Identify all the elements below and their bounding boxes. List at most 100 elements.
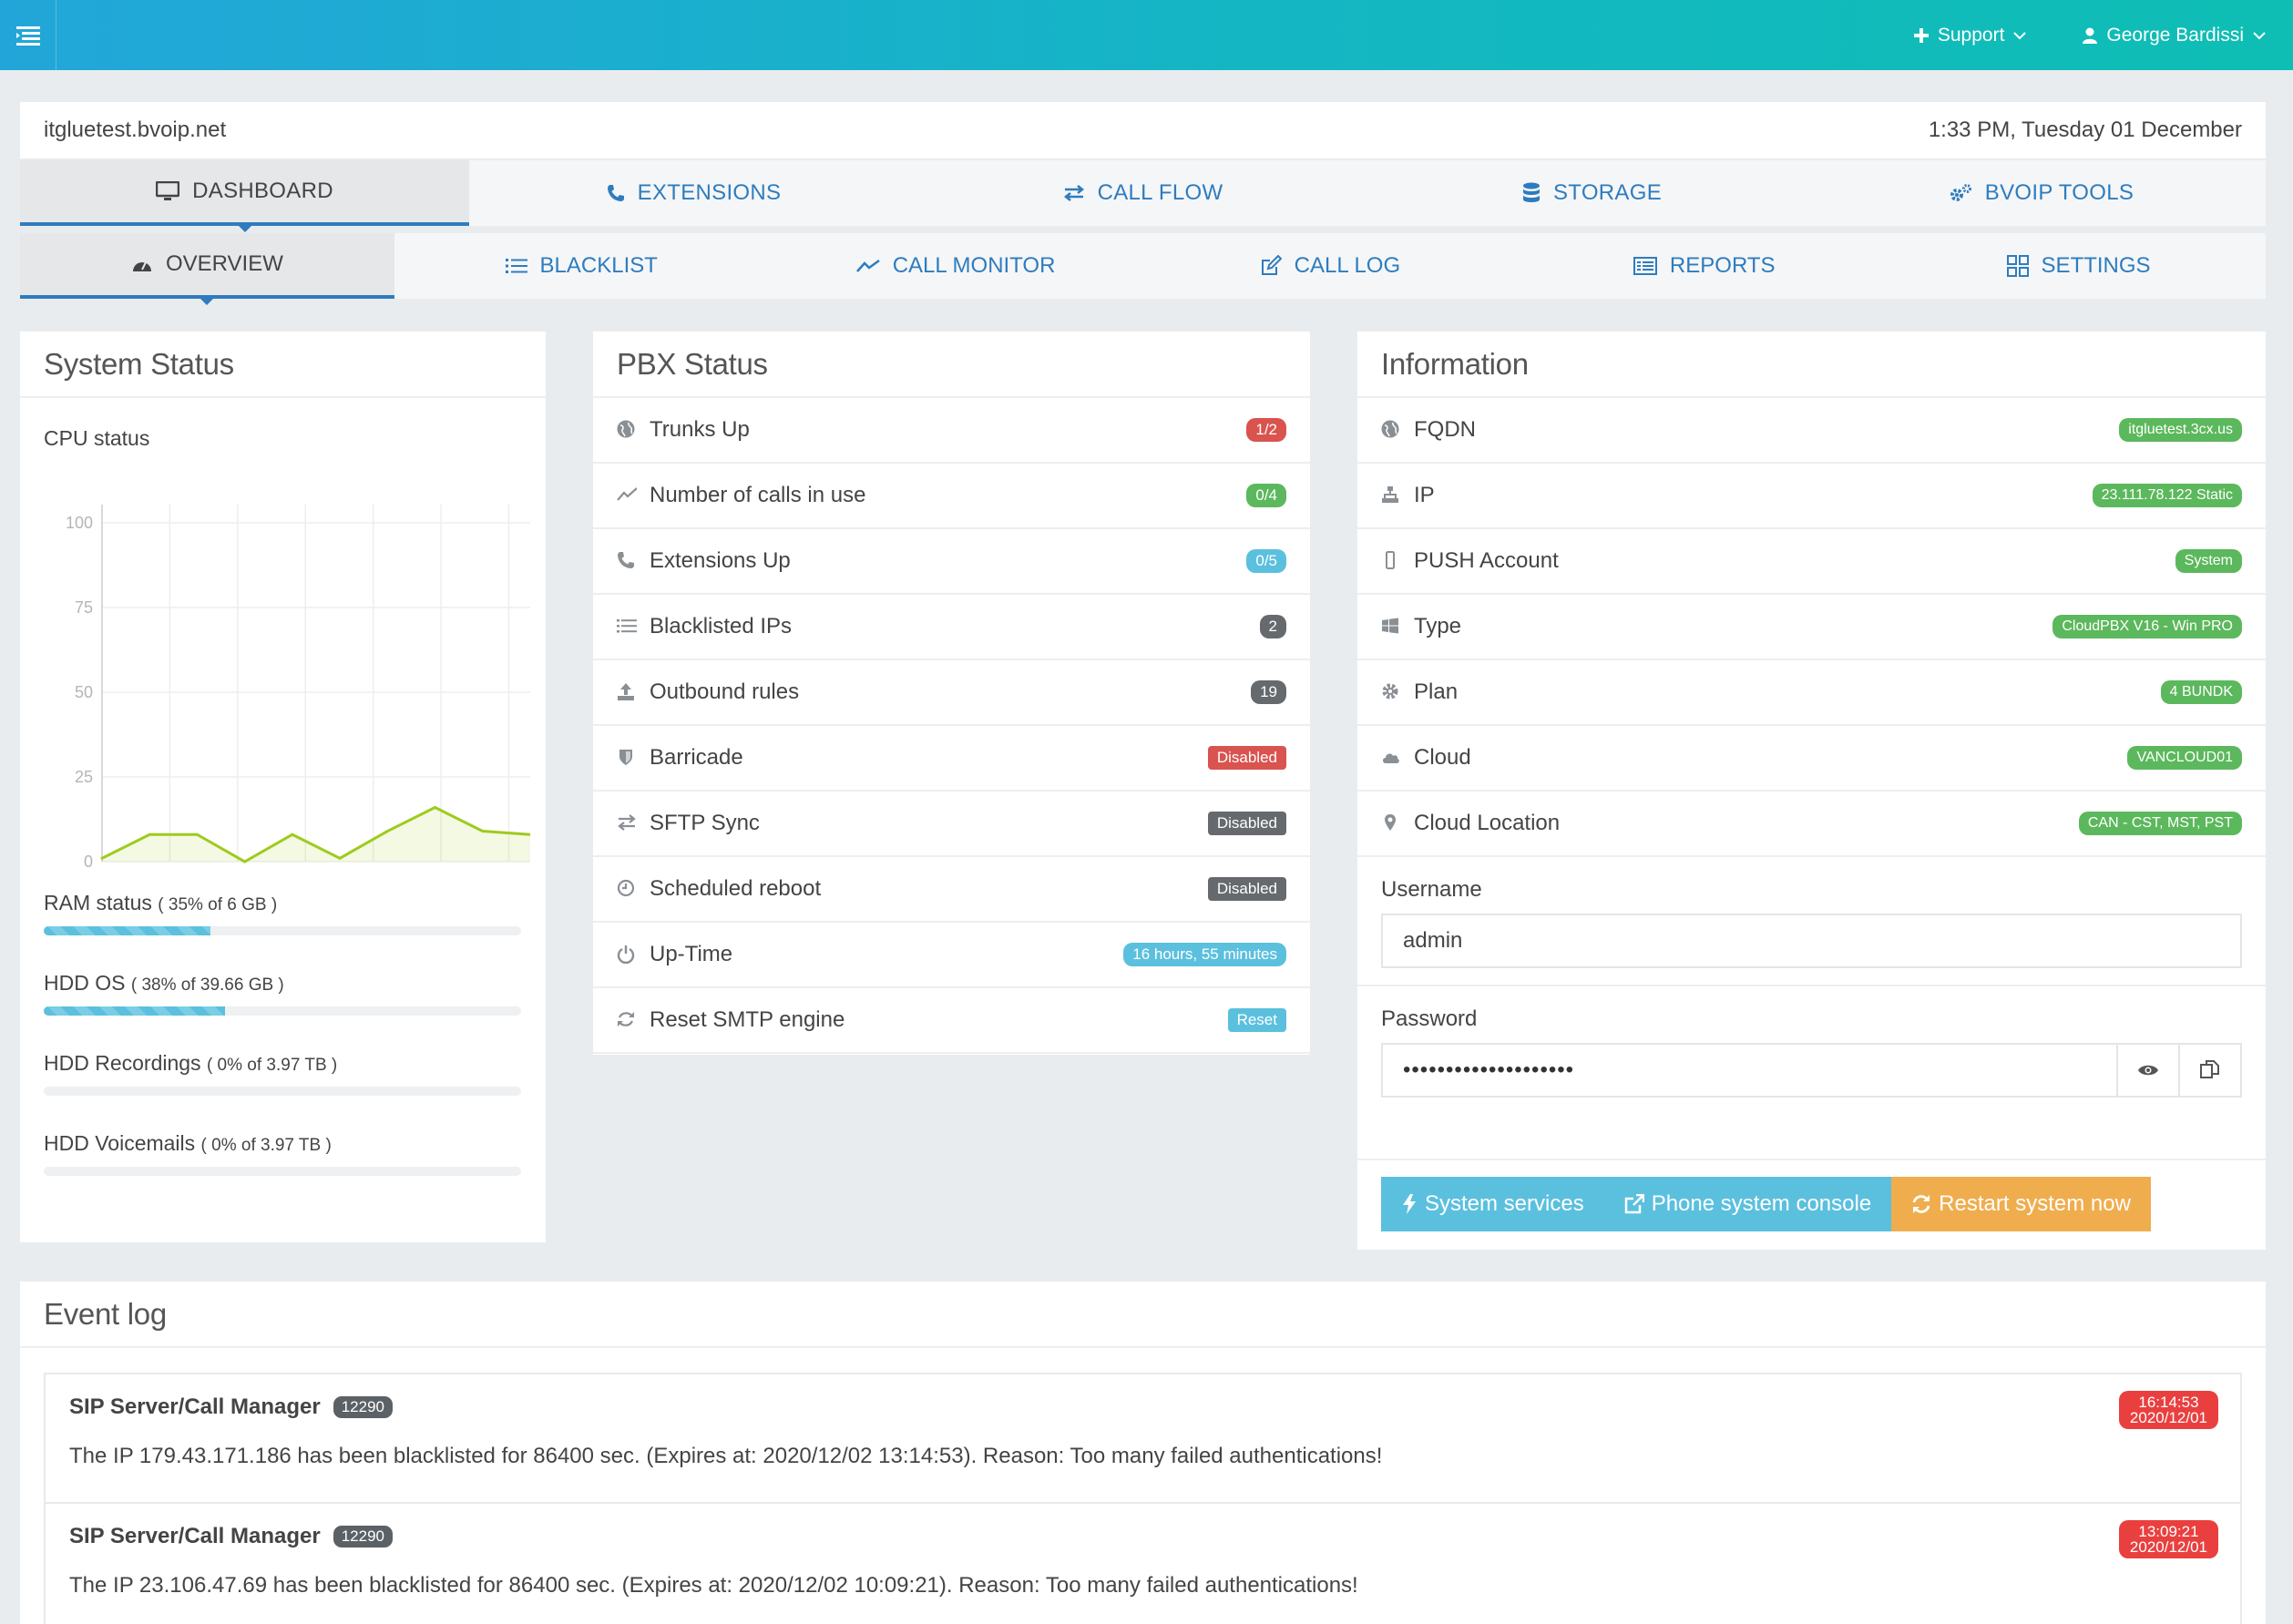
status-badge: CloudPBX V16 - Win PRO xyxy=(2052,615,2242,638)
username-field[interactable]: admin xyxy=(1381,914,2242,968)
status-badge[interactable]: Reset xyxy=(1227,1008,1286,1032)
refresh-icon xyxy=(618,1012,634,1026)
status-row: Cloud Location CAN - CST, MST, PST xyxy=(1357,792,2266,857)
resource-meter: HDD Recordings ( 0% of 3.97 TB ) xyxy=(44,1051,521,1096)
password-field-group: •••••••••••••••••••• xyxy=(1381,1043,2242,1098)
cpu-point xyxy=(528,832,530,836)
tab-extensions[interactable]: EXTENSIONS xyxy=(469,160,918,226)
event-source-line: SIP Server/Call Manager 12290 xyxy=(69,1394,2216,1420)
clock-icon xyxy=(617,879,635,897)
status-badge: 19 xyxy=(1251,680,1286,704)
resource-detail: ( 0% of 3.97 TB ) xyxy=(200,1136,332,1155)
y-tick-label: 0 xyxy=(84,853,93,871)
line-chart-icon xyxy=(617,487,637,501)
row-label: Extensions Up xyxy=(650,548,791,573)
row-label: Blacklisted IPs xyxy=(650,614,793,638)
password-field[interactable]: •••••••••••••••••••• xyxy=(1403,1057,1575,1082)
row-label: IP xyxy=(1414,483,1435,507)
panel-title: System Status xyxy=(20,332,546,398)
row-label: Type xyxy=(1414,614,1462,638)
tab-bvoip-tools[interactable]: BVOIP TOOLS xyxy=(1817,160,2266,226)
resource-name: RAM status xyxy=(44,891,159,914)
cpu-point xyxy=(385,830,389,833)
cloud-icon xyxy=(1383,753,1399,763)
status-row: Up-Time 16 hours, 55 minutes xyxy=(593,923,1310,988)
refresh-icon xyxy=(1912,1195,1930,1213)
resource-name: HDD Voicemails xyxy=(44,1131,201,1155)
tab-overview[interactable]: OVERVIEW xyxy=(20,233,394,305)
tab-label: CALL MONITOR xyxy=(892,253,1056,278)
tab-dashboard[interactable]: DASHBOARD xyxy=(20,160,469,232)
resource-label: HDD OS ( 38% of 39.66 GB ) xyxy=(44,971,521,996)
system-services-button[interactable]: System services xyxy=(1381,1177,1604,1231)
power-icon xyxy=(617,945,635,965)
information-panel: Information FQDN itgluetest.3cx.us IP 23.11… xyxy=(1357,332,2266,1250)
tab-label: CALL LOG xyxy=(1294,253,1401,278)
event-timestamp-badge: 16:14:53 2020/12/01 xyxy=(2118,1391,2218,1429)
status-badge: Disabled xyxy=(1207,812,1286,835)
progress-bar xyxy=(44,1167,521,1176)
globe-icon xyxy=(1381,420,1399,438)
status-badge: itgluetest.3cx.us xyxy=(2119,418,2242,442)
event-date: 2020/12/01 xyxy=(2129,1409,2207,1426)
row-label-group: IP xyxy=(1381,483,1435,508)
panel-title: PBX Status xyxy=(593,332,1310,398)
status-row: PUSH Account System xyxy=(1357,529,2266,595)
restart-system-button[interactable]: Restart system now xyxy=(1891,1177,2151,1231)
show-password-button[interactable] xyxy=(2116,1045,2178,1096)
status-row: Reset SMTP engine Reset xyxy=(593,988,1310,1054)
status-row: Type CloudPBX V16 - Win PRO xyxy=(1357,595,2266,660)
menu-toggle-button[interactable] xyxy=(0,0,56,70)
tab-settings[interactable]: SETTINGS xyxy=(1891,233,2266,299)
hostname: itgluetest.bvoip.net xyxy=(44,117,227,142)
status-badge: System xyxy=(2175,549,2242,573)
tab-call-log[interactable]: CALL LOG xyxy=(1142,233,1517,299)
status-badge: Disabled xyxy=(1207,877,1286,901)
progress-bar xyxy=(44,1087,521,1096)
row-label-group: Type xyxy=(1381,614,1461,639)
cpu-status-label: CPU status xyxy=(44,426,150,450)
cpu-area xyxy=(102,807,530,862)
list-icon xyxy=(617,619,637,633)
tab-label: EXTENSIONS xyxy=(637,180,782,205)
row-label: SFTP Sync xyxy=(650,811,760,835)
y-tick-label: 50 xyxy=(75,683,93,701)
hamburger-icon xyxy=(15,26,40,46)
resource-name: HDD OS xyxy=(44,971,131,995)
user-menu[interactable]: George Bardissi xyxy=(2083,25,2266,46)
status-row: Plan 4 BUNDK xyxy=(1357,660,2266,726)
list-icon xyxy=(505,259,527,273)
tab-call-monitor[interactable]: CALL MONITOR xyxy=(769,233,1143,299)
cpu-point xyxy=(291,832,294,836)
row-label: Cloud xyxy=(1414,745,1471,770)
event-id-badge: 12290 xyxy=(333,1396,393,1418)
tab-label: STORAGE xyxy=(1552,180,1663,205)
progress-fill xyxy=(44,926,211,935)
cpu-point xyxy=(434,805,437,809)
support-menu[interactable]: Support xyxy=(1913,25,2027,46)
tab-call-flow[interactable]: CALL FLOW xyxy=(918,160,1367,226)
tab-storage[interactable]: STORAGE xyxy=(1367,160,1817,226)
progress-fill xyxy=(44,1006,226,1016)
copy-password-button[interactable] xyxy=(2178,1045,2240,1096)
row-label: PUSH Account xyxy=(1414,548,1559,573)
row-label-group: Reset SMTP engine xyxy=(617,1007,845,1033)
report-icon xyxy=(1633,257,1657,275)
tab-reports[interactable]: REPORTS xyxy=(1517,233,1891,299)
exchange-icon xyxy=(1063,185,1084,201)
row-label-group: Trunks Up xyxy=(617,417,750,443)
sitemap-icon xyxy=(1382,486,1398,503)
row-label-group: Scheduled reboot xyxy=(617,876,821,902)
row-label: Number of calls in use xyxy=(650,483,866,507)
row-label: Outbound rules xyxy=(650,679,800,704)
row-label-group: Plan xyxy=(1381,679,1458,705)
resource-detail: ( 38% of 39.66 GB ) xyxy=(130,975,284,995)
tab-label: BVOIP TOOLS xyxy=(1984,180,2134,205)
status-badge: CAN - CST, MST, PST xyxy=(2078,812,2242,835)
tab-blacklist[interactable]: BLACKLIST xyxy=(394,233,769,299)
status-row: Barricade Disabled xyxy=(593,726,1310,792)
event-message: The IP 23.106.47.69 has been blacklisted… xyxy=(69,1573,1358,1598)
phone-system-console-button[interactable]: Phone system console xyxy=(1603,1177,1892,1231)
grid-icon xyxy=(2006,255,2029,277)
row-label: Cloud Location xyxy=(1414,811,1561,835)
